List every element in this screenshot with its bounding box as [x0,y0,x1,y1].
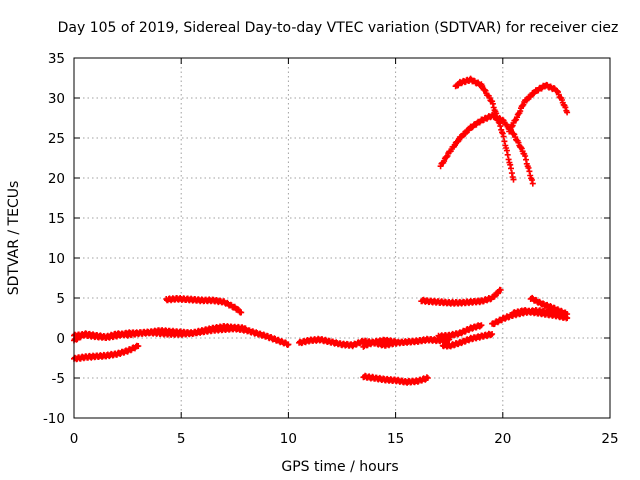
data-marks [506,81,571,135]
data-marks [510,307,571,322]
data-marks [439,330,496,350]
tick-labels: 0 5 10 15 20 25 -10 -5 0 5 10 15 20 25 30 35 [43,51,619,447]
data-marks [360,372,431,386]
series-track-3 [71,342,142,363]
y-tick-label: 0 [56,331,65,347]
series-track-7 [360,372,431,386]
x-tick-label: 15 [387,431,404,447]
series-track-16 [506,81,571,135]
y-tick-label: 25 [48,131,65,147]
data-marks [163,295,245,316]
series-track-15 [452,75,517,183]
plot-frame [73,57,611,419]
series-track-14 [437,111,536,187]
x-tick-label: 0 [70,431,79,447]
y-tick-label: 5 [56,291,65,307]
y-tick-label: -10 [43,411,65,427]
data-marks [527,294,571,318]
grid-lines [74,58,610,418]
x-tick-label: 20 [494,431,511,447]
y-tick-label: 20 [48,171,65,187]
y-tick-label: 35 [48,51,65,67]
axis-ticks [73,57,611,419]
y-tick-label: 15 [48,211,65,227]
x-axis-label: GPS time / hours [281,459,398,475]
series-track-4 [163,295,245,316]
data-marks [452,75,517,183]
data-marks [71,342,142,363]
data-marks [437,111,536,187]
y-axis-label: SDTVAR / TECUs [6,181,22,296]
chart-title: Day 105 of 2019, Sidereal Day-to-day VTE… [58,20,619,36]
series-track-8 [418,286,504,307]
x-tick-label: 25 [601,431,618,447]
y-tick-label: -5 [52,371,65,387]
y-tick-label: 10 [48,251,65,267]
series-track-9 [439,330,496,350]
x-tick-label: 10 [280,431,297,447]
data-marks [435,322,485,341]
y-tick-label: 30 [48,91,65,107]
series-track-10 [435,322,485,341]
data-marks [418,286,504,307]
data-marks [360,336,399,350]
x-tick-label: 5 [177,431,186,447]
data-points [71,75,571,386]
series-track-6 [360,336,399,350]
series-track-5 [296,335,453,350]
data-marks [296,335,453,350]
series-track-12 [527,294,571,318]
series-track-13 [510,307,571,322]
